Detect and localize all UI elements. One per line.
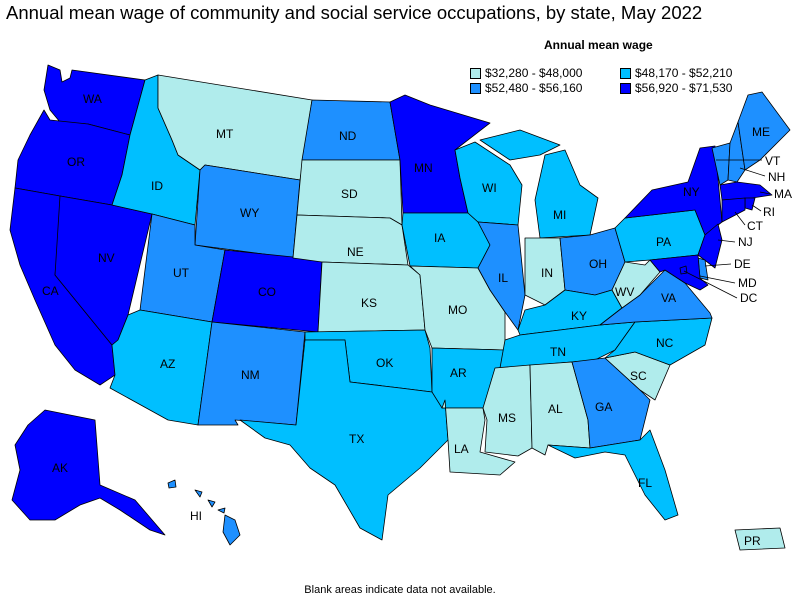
state-label-OR: OR (67, 155, 85, 169)
legend-swatch (470, 67, 481, 79)
leader-line-MA (759, 191, 771, 195)
state-label-MO: MO (448, 303, 467, 317)
state-label-IA: IA (434, 231, 445, 245)
state-label-SD: SD (341, 187, 358, 201)
legend-label: $56,920 - $71,530 (635, 81, 733, 95)
state-label-WV: WV (615, 285, 634, 299)
leader-line-RI (751, 204, 762, 212)
leader-line-CT (734, 211, 746, 226)
state-label-CO: CO (258, 285, 276, 299)
state-label-SC: SC (630, 369, 647, 383)
legend-swatch (620, 67, 631, 79)
state-MA[interactable] (719, 181, 773, 201)
leader-line-MD (699, 275, 736, 284)
legend-item-3: $52,480 - $56,160 (470, 81, 582, 95)
state-MI[interactable] (479, 129, 599, 239)
state-label-MN: MN (414, 161, 433, 175)
state-label-PA: PA (656, 235, 671, 249)
state-label-IL: IL (498, 271, 508, 285)
map-title: Annual mean wage of community and social… (6, 2, 703, 23)
legend-swatch (620, 82, 631, 94)
leader-line-NJ (717, 239, 736, 243)
legend-label: $48,170 - $52,210 (635, 66, 733, 80)
state-label-CA: CA (42, 284, 59, 298)
state-label-NH: NH (768, 170, 785, 184)
state-label-TN: TN (550, 345, 566, 359)
state-label-LA: LA (454, 442, 469, 456)
state-MD[interactable] (649, 254, 709, 291)
state-label-GA: GA (595, 400, 612, 414)
leader-line-DE (704, 263, 732, 267)
state-NH[interactable] (727, 121, 746, 183)
state-label-AR: AR (450, 366, 467, 380)
state-label-WY: WY (240, 206, 259, 220)
state-label-NM: NM (241, 368, 260, 382)
legend-swatch (470, 82, 481, 94)
state-label-FL: FL (638, 476, 652, 490)
state-label-MT: MT (216, 127, 234, 141)
legend-item-1: $32,280 - $48,000 (470, 66, 582, 80)
state-label-MA: MA (774, 187, 792, 201)
state-TX[interactable] (239, 339, 449, 541)
leader-line-NH (739, 167, 766, 177)
state-label-TX: TX (349, 432, 364, 446)
state-PR[interactable] (734, 527, 786, 551)
state-label-DE: DE (734, 257, 751, 271)
state-label-MD: MD (738, 276, 757, 290)
state-label-NY: NY (683, 185, 700, 199)
state-label-VA: VA (661, 291, 676, 305)
legend-label: $52,480 - $56,160 (485, 81, 583, 95)
state-label-AK: AK (52, 461, 68, 475)
legend-label: $32,280 - $48,000 (485, 66, 583, 80)
state-label-WI: WI (482, 181, 497, 195)
state-FL[interactable] (547, 429, 679, 521)
legend-item-4: $56,920 - $71,530 (620, 81, 732, 95)
state-label-NJ: NJ (738, 235, 753, 249)
state-label-OK: OK (376, 356, 393, 370)
state-RI[interactable] (744, 197, 756, 211)
state-label-NC: NC (656, 336, 674, 350)
leader-line-DC (683, 270, 738, 299)
state-label-ND: ND (339, 129, 357, 143)
state-label-WA: WA (83, 92, 102, 106)
state-label-KS: KS (361, 296, 377, 310)
state-LA[interactable] (441, 399, 516, 476)
legend-title: Annual mean wage (544, 38, 653, 52)
footnote: Blank areas indicate data not available. (304, 584, 496, 596)
state-label-DC: DC (740, 291, 758, 305)
state-label-RI: RI (763, 205, 775, 219)
state-label-NE: NE (347, 245, 364, 259)
state-IL[interactable] (477, 221, 526, 331)
legend-item-2: $48,170 - $52,210 (620, 66, 732, 80)
state-label-MI: MI (553, 208, 566, 222)
state-label-NV: NV (98, 251, 115, 265)
state-label-IN: IN (541, 266, 553, 280)
state-HI[interactable] (167, 479, 241, 546)
state-label-UT: UT (173, 266, 190, 280)
state-CT[interactable] (721, 197, 746, 223)
state-label-AZ: AZ (160, 357, 175, 371)
state-label-VT: VT (765, 154, 781, 168)
state-label-AL: AL (548, 402, 563, 416)
state-label-HI: HI (190, 509, 202, 523)
state-WY[interactable] (194, 164, 301, 259)
state-label-PR: PR (744, 534, 761, 548)
state-label-MS: MS (498, 411, 516, 425)
state-AK[interactable] (11, 409, 166, 536)
state-label-ID: ID (151, 179, 163, 193)
state-label-ME: ME (752, 125, 770, 139)
state-label-CT: CT (747, 219, 764, 233)
state-label-OH: OH (589, 257, 607, 271)
state-label-KY: KY (571, 309, 587, 323)
